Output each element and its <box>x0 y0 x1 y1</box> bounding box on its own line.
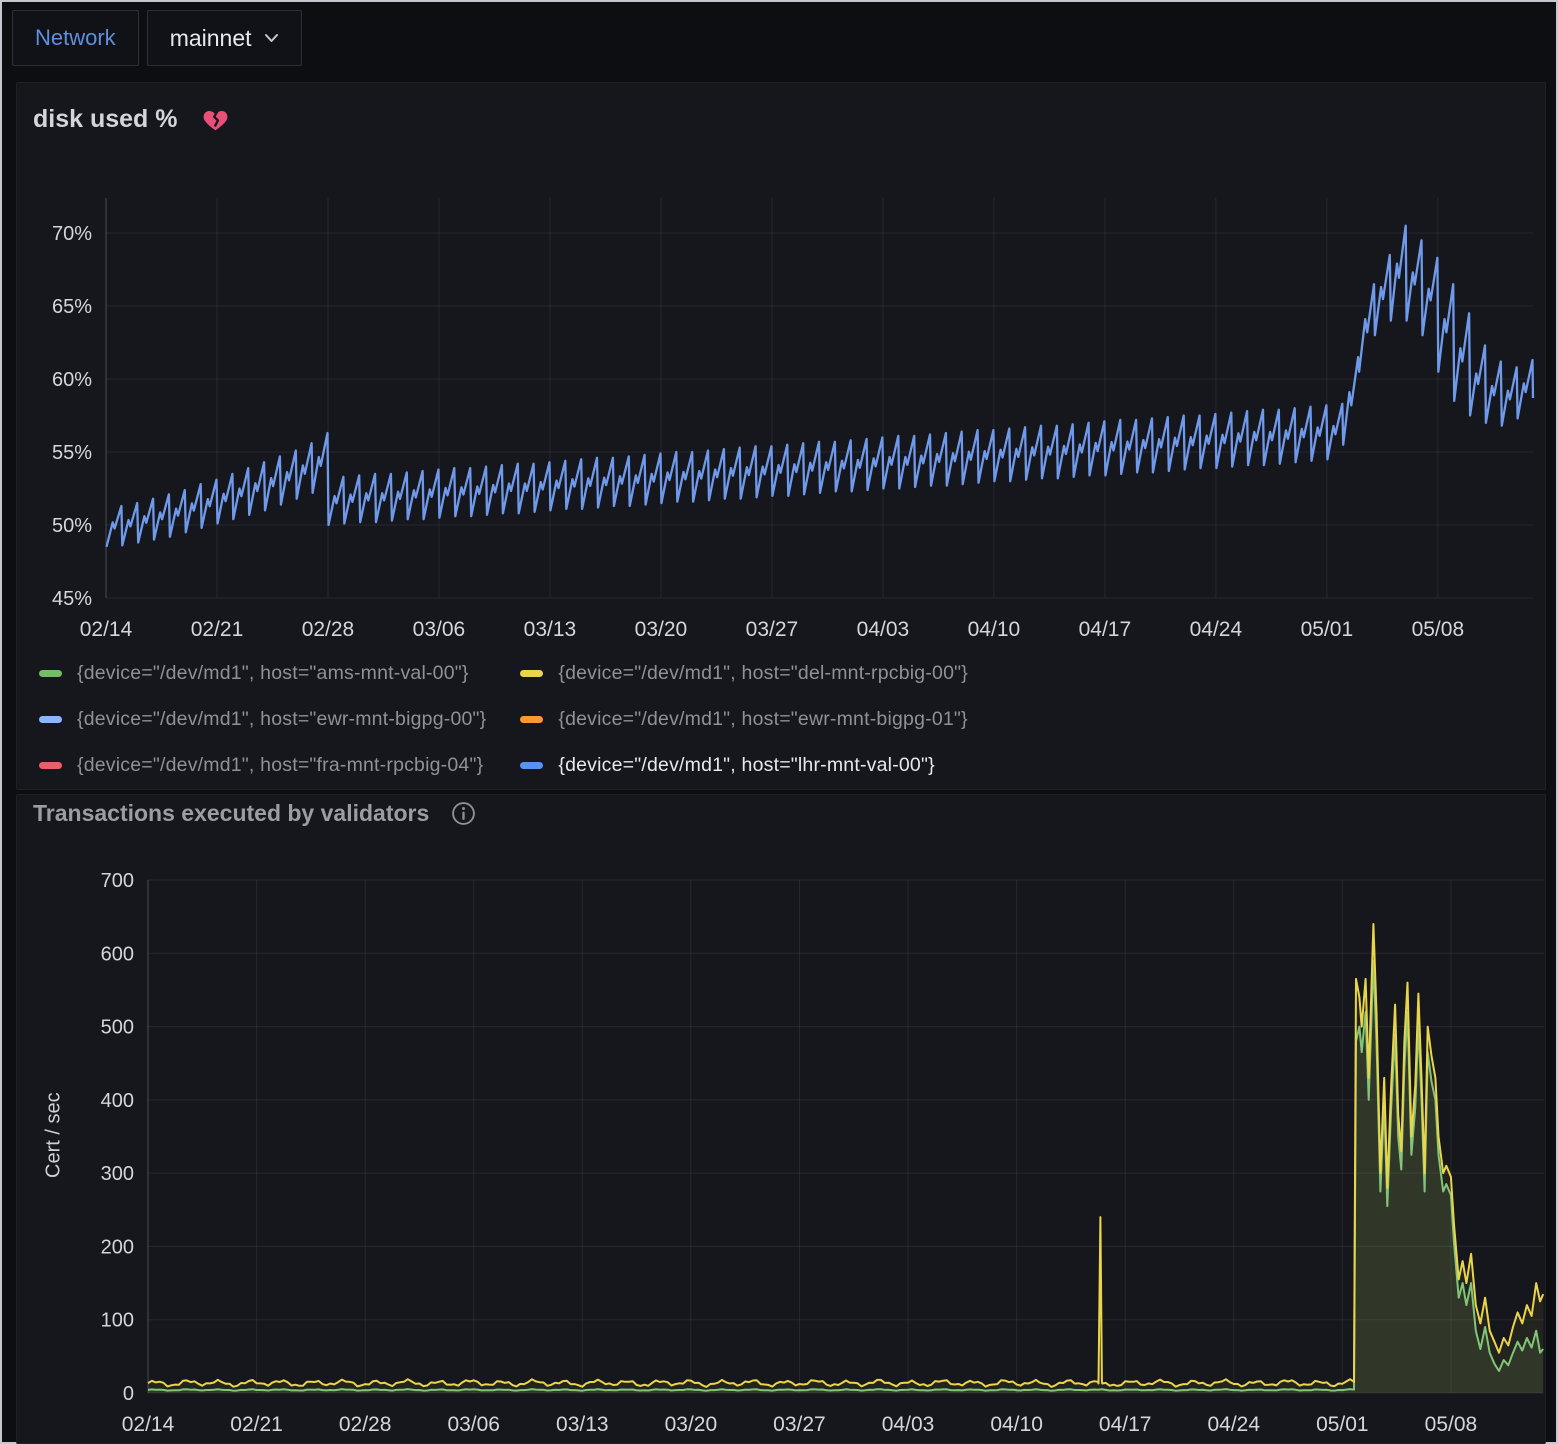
y-tick-label: 50% <box>52 515 92 537</box>
series-line-del-mnt-rpcbig-00 <box>148 924 1543 1387</box>
legend-label: {device="/dev/md1", host="del-mnt-rpcbig… <box>558 662 968 685</box>
network-variable-dropdown[interactable]: mainnet <box>147 10 302 66</box>
legend-item-1[interactable]: {device="/dev/md1", host="ams-mnt-val-00… <box>39 657 486 690</box>
y-tick-label: 65% <box>52 296 92 318</box>
legend-label: {device="/dev/md1", host="fra-mnt-rpcbig… <box>77 754 483 777</box>
legend-color-marker <box>39 716 62 723</box>
y-tick-label: 600 <box>101 943 134 965</box>
y-tick-label: 200 <box>101 1236 134 1258</box>
x-tick-label: 02/21 <box>230 1413 283 1436</box>
y-tick-label: 300 <box>101 1163 134 1185</box>
disk-used-legend: {device="/dev/md1", host="ams-mnt-val-00… <box>39 657 968 782</box>
y-tick-label: 70% <box>52 223 92 245</box>
legend-item-2[interactable]: {device="/dev/md1", host="del-mnt-rpcbig… <box>520 657 968 690</box>
x-tick-label: 03/13 <box>556 1413 609 1436</box>
legend-color-marker <box>520 762 543 769</box>
legend-label: {device="/dev/md1", host="lhr-mnt-val-00… <box>558 754 934 777</box>
series-line-lhr-mnt-val-00 <box>107 226 1534 547</box>
transactions-series <box>148 924 1543 1393</box>
y-tick-label: 45% <box>52 588 92 610</box>
series-fill-del-mnt-rpcbig-00 <box>148 924 1543 1393</box>
chevron-down-icon <box>264 33 279 43</box>
x-tick-label: 02/14 <box>122 1413 175 1436</box>
x-tick-label: 04/10 <box>990 1413 1043 1436</box>
network-variable-value[interactable]: mainnet <box>170 25 252 52</box>
x-tick-label: 03/20 <box>665 1413 718 1436</box>
disk-used-series <box>107 226 1534 547</box>
legend-item-6[interactable]: {device="/dev/md1", host="lhr-mnt-val-00… <box>520 749 968 782</box>
x-tick-label: 02/28 <box>339 1413 392 1436</box>
x-tick-label: 03/27 <box>773 1413 826 1436</box>
x-tick-label: 04/10 <box>968 618 1021 641</box>
x-tick-label: 03/13 <box>524 618 577 641</box>
y-tick-label: 100 <box>101 1310 134 1332</box>
y-tick-label: 0 <box>123 1383 134 1405</box>
x-tick-label: 02/14 <box>80 618 133 641</box>
x-tick-label: 04/17 <box>1079 618 1132 641</box>
panel-transactions: Transactions executed by validators Cert… <box>16 794 1546 1444</box>
legend-item-5[interactable]: {device="/dev/md1", host="fra-mnt-rpcbig… <box>39 749 486 782</box>
x-tick-label: 04/03 <box>857 618 910 641</box>
transactions-chart-plot[interactable]: 0 100 200 300 400 500 600 700 02/14 02/21 02/28 03/… <box>17 795 1547 1443</box>
x-tick-label: 05/08 <box>1425 1413 1478 1436</box>
network-variable-label: Network <box>35 25 116 51</box>
x-tick-label: 04/17 <box>1099 1413 1152 1436</box>
legend-item-3[interactable]: {device="/dev/md1", host="ewr-mnt-bigpg-… <box>39 703 486 736</box>
series-fill-ams-mnt-val-00 <box>148 961 1543 1393</box>
y-tick-label: 60% <box>52 369 92 391</box>
series-line-ams-mnt-val-00 <box>148 961 1543 1391</box>
x-tick-label: 03/27 <box>746 618 799 641</box>
x-tick-label: 04/24 <box>1207 1413 1260 1436</box>
network-variable-label-box: Network <box>12 10 139 66</box>
x-tick-label: 05/01 <box>1301 618 1354 641</box>
dashboard-page: { "header": { "variable_label": "Network… <box>0 0 1558 1444</box>
x-tick-label: 05/01 <box>1316 1413 1369 1436</box>
x-tick-label: 05/08 <box>1412 618 1465 641</box>
x-tick-label: 02/28 <box>302 618 355 641</box>
x-tick-label: 04/24 <box>1190 618 1243 641</box>
y-tick-label: 700 <box>101 870 134 892</box>
variables-bar: Network mainnet <box>12 10 302 66</box>
legend-color-marker <box>520 716 543 723</box>
x-tick-label: 03/06 <box>413 618 466 641</box>
x-tick-label: 03/20 <box>635 618 688 641</box>
legend-label: {device="/dev/md1", host="ewr-mnt-bigpg-… <box>77 708 486 731</box>
x-tick-label: 04/03 <box>882 1413 935 1436</box>
legend-item-4[interactable]: {device="/dev/md1", host="ewr-mnt-bigpg-… <box>520 703 968 736</box>
legend-label: {device="/dev/md1", host="ewr-mnt-bigpg-… <box>558 708 967 731</box>
y-tick-label: 400 <box>101 1090 134 1112</box>
x-tick-label: 02/21 <box>191 618 244 641</box>
legend-color-marker <box>520 670 543 677</box>
chart-grid: 0 100 200 300 400 500 600 700 02/14 02/21 02/28 03/… <box>101 870 1544 1436</box>
panel-disk-used: disk used % 45%50%55%60%65%70%02/1402/21… <box>16 82 1546 790</box>
legend-color-marker <box>39 762 62 769</box>
x-tick-label: 03/06 <box>447 1413 500 1436</box>
legend-label: {device="/dev/md1", host="ams-mnt-val-00… <box>77 662 469 685</box>
legend-color-marker <box>39 670 62 677</box>
y-tick-label: 55% <box>52 442 92 464</box>
y-tick-label: 500 <box>101 1017 134 1039</box>
